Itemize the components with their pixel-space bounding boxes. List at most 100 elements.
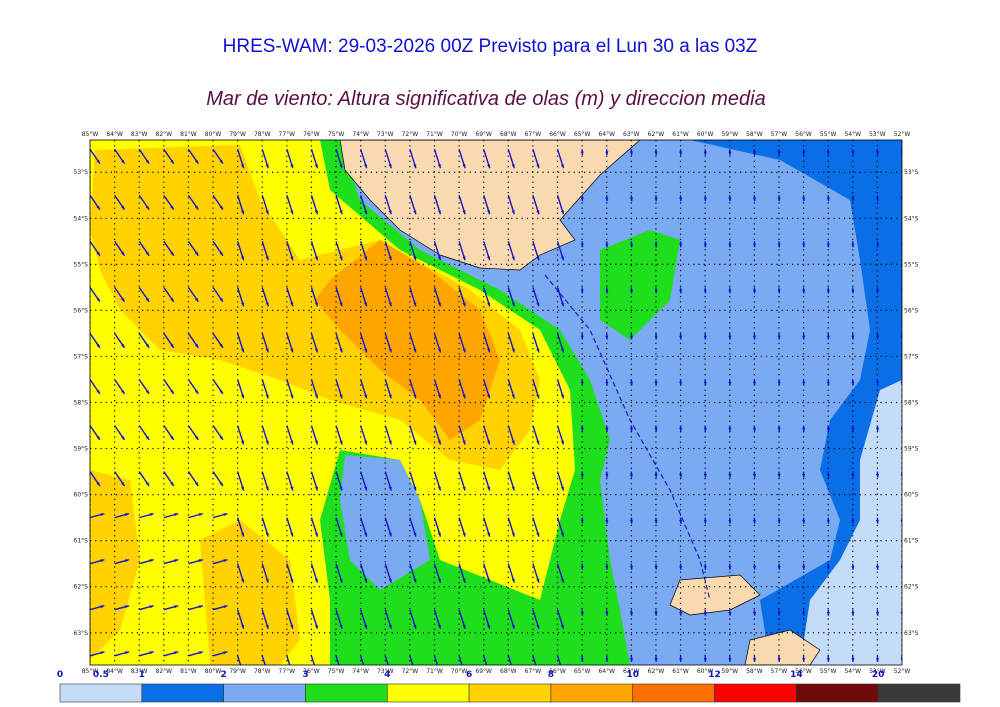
arrow-head (802, 151, 806, 156)
lon-label: 82°W (156, 668, 173, 675)
arrow-head (462, 394, 466, 399)
arrow-head (437, 210, 441, 215)
arrow-head (121, 159, 125, 164)
arrow-head (536, 532, 540, 537)
latitude-labels: 53°S 53°S 54°S 54°S 55°S 55°S 56°S 56°S 57°S 57°S… (74, 169, 919, 637)
arrow-head (536, 210, 540, 215)
arrow-head (802, 519, 806, 524)
land-tierra-del-fuego (339, 140, 641, 271)
arrow-head (875, 335, 880, 340)
arrow-head (241, 624, 245, 629)
arrow-head (219, 343, 223, 348)
arrow-head (100, 513, 105, 517)
arrow-head (437, 486, 441, 491)
arrow-head (388, 440, 392, 445)
colorbar-swatch (223, 683, 306, 703)
lon-label: 63°W (623, 131, 640, 138)
arrow-head (100, 651, 105, 655)
arrow-head (290, 440, 294, 445)
arrow-head (413, 578, 417, 583)
lon-label: 54°W (844, 668, 861, 675)
arrow-head (679, 243, 683, 248)
arrow-head (121, 389, 125, 394)
lon-label: 59°W (721, 668, 738, 675)
arrow-head (437, 348, 441, 353)
lon-label: 84°W (106, 668, 123, 675)
arrow-head (560, 624, 564, 629)
arrow-head (339, 302, 343, 307)
lon-label: 61°W (672, 668, 689, 675)
arrow-head (511, 578, 515, 583)
arrow-head (364, 394, 368, 399)
lon-label: 73°W (377, 668, 394, 675)
colorbar-tick: 6 (466, 670, 472, 680)
arrow-head (462, 348, 466, 353)
arrow-head (149, 651, 154, 655)
map-frame (89, 139, 903, 666)
colorbar-tick: 0 (57, 670, 63, 680)
arrow-head (219, 251, 223, 256)
arrow-head (290, 532, 294, 537)
arrow-head (170, 436, 174, 440)
arrow-head (654, 289, 658, 294)
arrow-head (629, 243, 634, 248)
arrow-head (629, 565, 634, 570)
colorbar-tick: 4 (384, 670, 390, 680)
lon-label: 74°W (352, 131, 369, 138)
arrow-head (339, 164, 343, 169)
arrow-head (194, 251, 199, 256)
arrow-head (826, 427, 830, 432)
lon-label: 79°W (229, 131, 246, 138)
arrow-head (487, 256, 491, 261)
arrow-head (170, 482, 174, 486)
dashed-boundary-line (544, 274, 711, 601)
field-1.5-2-patch (600, 230, 680, 340)
arrow-head (388, 394, 392, 399)
arrow-head (198, 651, 203, 655)
arrow-head (851, 519, 855, 524)
colorbar-swatch (877, 683, 961, 703)
arrow-head (511, 440, 515, 445)
arrow-head (145, 343, 150, 348)
arrow-head (437, 394, 441, 399)
arrow-head (703, 473, 707, 478)
arrow-head (125, 605, 130, 609)
arrow-head (314, 256, 318, 261)
arrow-head (413, 440, 417, 445)
arrow-head (265, 394, 269, 399)
lon-label: 85°W (82, 668, 99, 675)
arrow-head (170, 205, 174, 210)
arrow-head (777, 658, 781, 662)
arrow-head (290, 394, 294, 399)
lon-label: 81°W (180, 668, 197, 675)
lat-label: 56°S (904, 307, 919, 314)
arrow-head (826, 519, 830, 524)
lon-label: 75°W (328, 131, 345, 138)
arrow-head (96, 205, 100, 210)
arrow-head (752, 658, 757, 662)
arrow-head (728, 473, 732, 478)
arrow-head (777, 197, 781, 202)
arrow-head (364, 486, 368, 491)
arrow-head (654, 519, 658, 524)
arrow-head (560, 532, 564, 537)
arrow-head (728, 243, 732, 248)
arrow-head (149, 605, 154, 609)
lon-label: 84°W (106, 131, 123, 138)
arrow-head (605, 565, 609, 570)
lon-label: 83°W (131, 131, 148, 138)
lat-label: 57°S (904, 353, 919, 360)
arrow-head (487, 394, 491, 399)
arrow-head (629, 335, 634, 340)
arrow-head (339, 578, 343, 583)
arrow-head (679, 519, 683, 524)
arrow-head (121, 436, 125, 440)
arrow-head (96, 389, 100, 394)
arrow-head (580, 151, 584, 156)
lon-label: 85°W (82, 131, 99, 138)
arrow-head (629, 611, 634, 616)
arrow-head (219, 436, 223, 440)
lon-label: 66°W (549, 668, 566, 675)
lat-label: 55°S (904, 261, 919, 268)
arrow-head (728, 658, 732, 662)
